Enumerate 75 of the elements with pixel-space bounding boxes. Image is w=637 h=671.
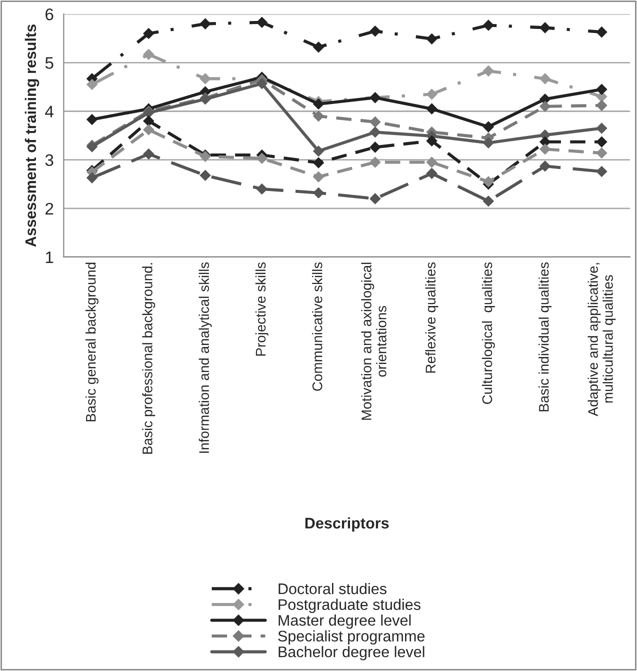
- point: [596, 122, 608, 134]
- point: [540, 73, 550, 84]
- point: [540, 22, 550, 34]
- legend-label: Master degree level: [278, 614, 411, 629]
- x-axis-title: Descriptors: [305, 517, 389, 532]
- y-tick-label: 4: [45, 106, 54, 118]
- point: [256, 184, 268, 194]
- x-tick-label: Information and analytical skills: [198, 262, 212, 453]
- point: [313, 146, 324, 157]
- point: [596, 136, 608, 148]
- legend-label: Postgraduate studies: [278, 598, 420, 613]
- point: [370, 116, 381, 128]
- point: [313, 187, 324, 198]
- point: [482, 66, 494, 76]
- point: [313, 171, 324, 182]
- y-tick-label: 2: [46, 202, 54, 214]
- point: [143, 48, 154, 60]
- x-tick-label: Projective skills: [255, 262, 268, 356]
- point: [313, 110, 324, 122]
- y-tick-label: 5: [45, 57, 54, 69]
- point: [596, 84, 608, 95]
- point: [370, 126, 381, 138]
- point: [426, 103, 438, 114]
- point: [370, 193, 381, 204]
- x-tick-label: Basic general background: [86, 262, 98, 422]
- x-tick-label: Basic professional background.: [142, 263, 156, 454]
- x-tick-label: Reflexive qualities: [425, 262, 438, 373]
- point: [143, 124, 154, 136]
- point: [596, 148, 608, 158]
- point: [200, 73, 211, 84]
- point: [370, 142, 381, 153]
- point: [482, 121, 494, 132]
- point: [596, 100, 608, 111]
- point: [426, 135, 438, 146]
- point: [540, 100, 550, 112]
- point: [143, 28, 154, 39]
- point: [426, 33, 438, 44]
- point: [426, 168, 438, 179]
- point: [370, 156, 381, 168]
- y-tick-label: 6: [46, 8, 54, 20]
- point: [370, 26, 381, 37]
- point: [482, 196, 494, 207]
- point: [86, 79, 98, 90]
- point: [256, 78, 268, 89]
- point: [86, 114, 98, 125]
- point: [596, 26, 608, 38]
- x-tick-label: Motivation and axiological orientations: [361, 262, 386, 420]
- point: [482, 176, 494, 188]
- legend-label: Specialist programme: [278, 630, 425, 645]
- point: [540, 144, 550, 155]
- x-tick-label: Communicative skills: [312, 262, 322, 391]
- y-tick-label: 1: [46, 252, 54, 264]
- point: [256, 16, 268, 28]
- point: [86, 172, 98, 184]
- point: [313, 98, 324, 110]
- point: [256, 152, 268, 164]
- x-tick-label: Adaptive and applicative, multicultural qualities: [588, 263, 616, 416]
- legend-label: Bachelor degree level: [278, 646, 424, 660]
- y-axis-title: Assessment of training results: [24, 24, 40, 247]
- x-tick-label: Basic individual qualities: [538, 262, 552, 412]
- x-tick-label: Culturological qualities: [482, 262, 495, 404]
- point: [540, 160, 550, 172]
- point: [426, 88, 438, 100]
- y-tick-label: 3: [45, 154, 54, 166]
- point: [313, 157, 324, 168]
- point: [482, 137, 494, 148]
- point: [426, 156, 438, 168]
- point: [313, 42, 324, 53]
- point: [143, 148, 154, 160]
- legend-label: Doctoral studies: [278, 582, 386, 594]
- point: [200, 18, 211, 30]
- point: [143, 116, 154, 126]
- point: [596, 166, 608, 177]
- point: [482, 20, 494, 31]
- point: [200, 170, 211, 181]
